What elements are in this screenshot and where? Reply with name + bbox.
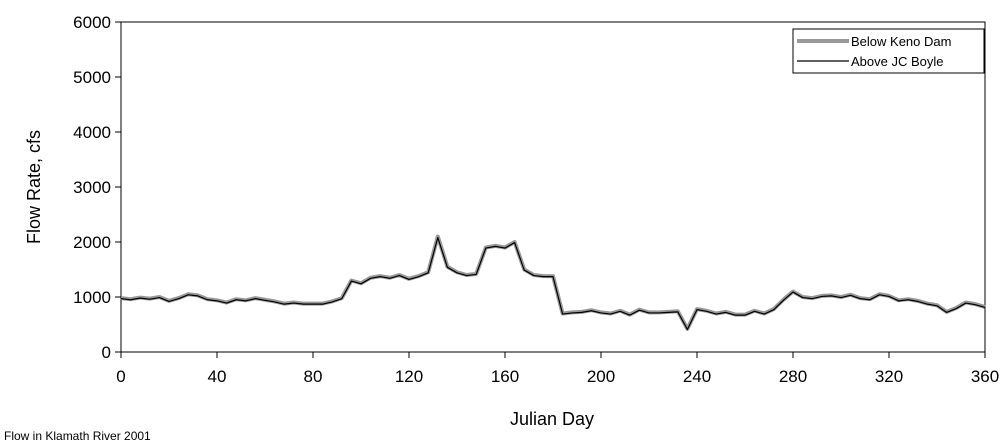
legend-label: Below Keno Dam bbox=[851, 34, 951, 49]
plot-frame bbox=[120, 21, 986, 353]
y-tick-label: 1000 bbox=[73, 288, 111, 307]
series-line bbox=[120, 234, 986, 331]
legend-label: Above JC Boyle bbox=[851, 54, 944, 69]
y-tick-label: 3000 bbox=[73, 178, 111, 197]
x-tick-label: 80 bbox=[304, 367, 323, 386]
x-axis-title: Julian Day bbox=[510, 409, 594, 429]
x-tick-label: 40 bbox=[208, 367, 227, 386]
x-tick-label: 320 bbox=[875, 367, 903, 386]
y-tick-label: 6000 bbox=[73, 13, 111, 32]
x-tick-label: 360 bbox=[971, 367, 999, 386]
x-tick-label: 120 bbox=[395, 367, 423, 386]
y-axis-title: Flow Rate, cfs bbox=[24, 130, 44, 244]
legend-box bbox=[792, 28, 985, 74]
x-tick-label: 160 bbox=[491, 367, 519, 386]
x-tick-label: 0 bbox=[116, 367, 125, 386]
series-line bbox=[120, 237, 986, 331]
caption: Flow in Klamath River 2001 bbox=[4, 429, 151, 443]
y-tick-label: 0 bbox=[102, 343, 111, 362]
x-tick-label: 240 bbox=[683, 367, 711, 386]
x-tick-label: 280 bbox=[779, 367, 807, 386]
x-tick-label: 200 bbox=[587, 367, 615, 386]
y-tick-label: 5000 bbox=[73, 68, 111, 87]
y-tick-label: 4000 bbox=[73, 123, 111, 142]
y-tick-label: 2000 bbox=[73, 233, 111, 252]
